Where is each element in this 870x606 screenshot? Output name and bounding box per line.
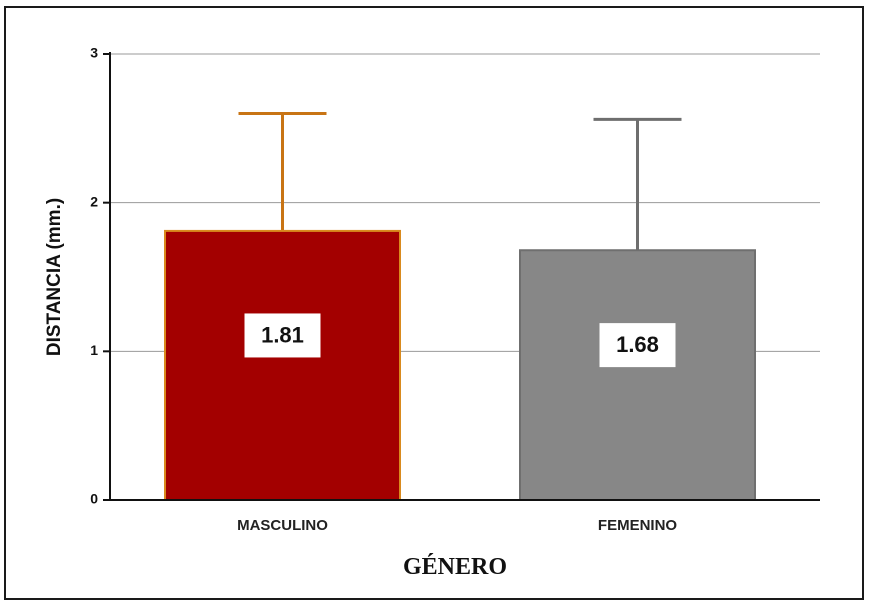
y-tick-label: 1 [90,342,98,358]
data-label: 1.68 [616,332,659,357]
axes [109,52,820,501]
category-label: MASCULINO [237,517,328,534]
bars: 1.81 1.68 [164,111,756,501]
category-labels: MASCULINO FEMENINO [237,517,677,534]
y-ticks: 0 1 2 3 [90,45,110,507]
data-label-box [599,323,676,368]
x-axis-title: GÉNERO [403,554,507,580]
data-label-box [244,313,321,358]
data-label: 1.81 [261,322,304,347]
y-tick-label: 3 [90,45,98,61]
bar-femenino [519,249,756,501]
y-axis-title: DISTANCIA (mm.) [44,198,65,356]
y-tick-label: 2 [90,193,98,209]
category-label: FEMENINO [598,517,678,534]
y-tick-label: 0 [90,491,98,507]
bar-masculino [164,229,401,501]
